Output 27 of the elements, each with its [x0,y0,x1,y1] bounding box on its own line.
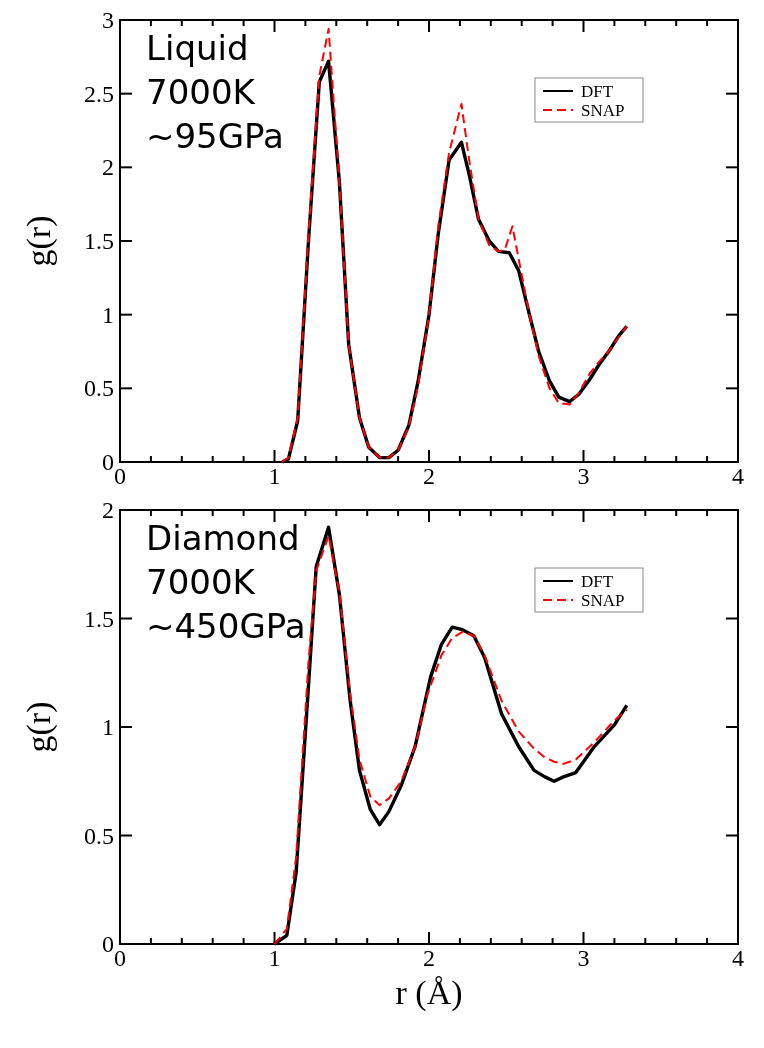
x-tick-label: 4 [732,463,744,489]
y-axis-title: g(r) [20,215,58,267]
x-axis-title: r (Å) [395,974,463,1012]
y-tick-label: 0.5 [84,822,114,849]
x-tick-label: 3 [577,463,590,489]
y-tick-label: 2 [102,154,114,181]
annotation: Diamond 7000K ~450GPa [146,518,306,646]
x-tick-label: 2 [423,945,435,971]
y-tick-label: 0.5 [84,375,114,402]
x-tick-label: 1 [268,463,281,489]
y-tick-label: 1 [102,714,114,740]
y-tick-label: 1 [102,301,114,328]
y-tick-label: 3 [102,7,114,33]
y-tick-label: 2 [102,497,114,523]
x-tick-label: 3 [577,945,590,971]
legend-label: SNAP [581,591,625,610]
x-tick-label: 2 [423,463,435,489]
y-tick-label: 1.5 [84,228,114,254]
y-tick-label: 1.5 [84,605,114,632]
y-axis-title: g(r) [20,701,58,753]
x-tick-label: 4 [732,945,744,971]
x-tick-label: 1 [268,945,281,971]
legend-label: SNAP [581,101,625,120]
legend-label: DFT [581,572,614,591]
legend-label: DFT [581,82,614,101]
annotation: Liquid 7000K ~95GPa [146,28,284,156]
y-tick-label: 2.5 [84,80,114,107]
